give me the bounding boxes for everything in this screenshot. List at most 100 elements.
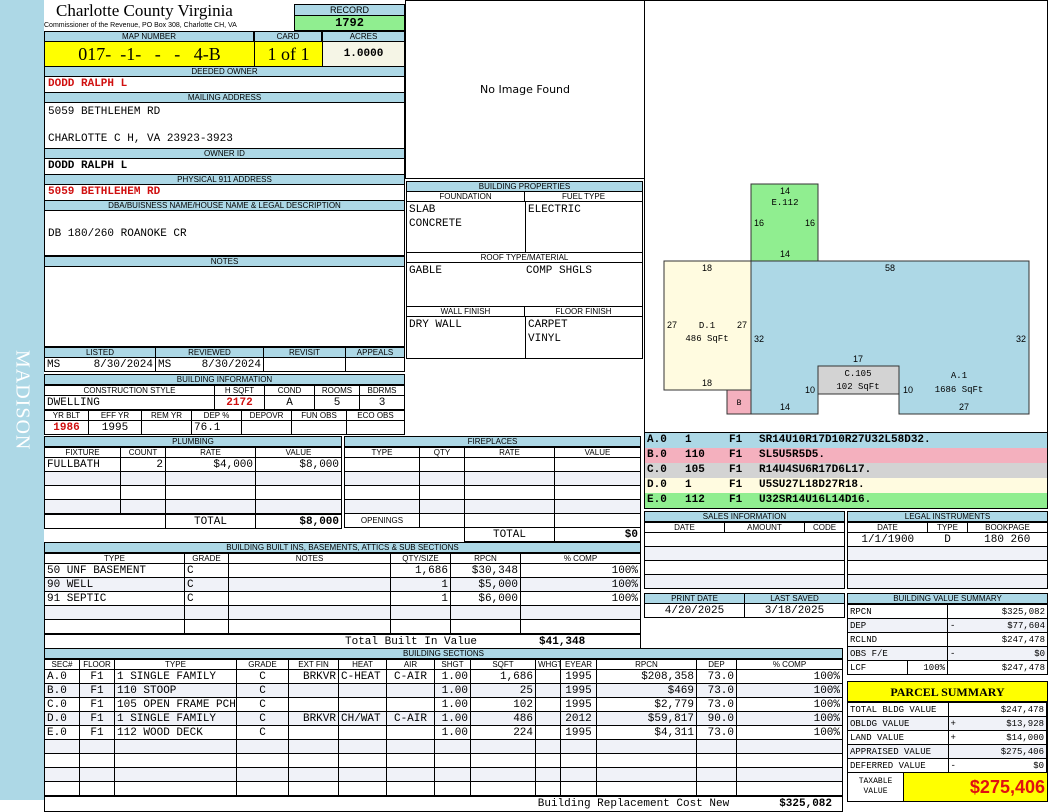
table-cell [535, 711, 561, 726]
card-number: 1 of 1 [255, 42, 323, 67]
table-cell [114, 739, 237, 754]
table-cell [596, 739, 697, 754]
table-cell [520, 619, 641, 634]
table-cell: C [236, 697, 289, 712]
table-cell: OBLDG VALUE [848, 716, 949, 731]
table-row: LCF 100% $247,478 [847, 660, 1048, 675]
notes-area [44, 267, 405, 347]
table-cell [184, 605, 229, 620]
table-cell: $6,000 [450, 591, 521, 606]
record-number: 1792 [294, 16, 405, 31]
table-cell: $0 [961, 646, 1048, 661]
svg-text:32: 32 [1016, 334, 1026, 344]
svg-text:D.1: D.1 [699, 321, 715, 331]
table-cell: 102 [470, 697, 536, 712]
column-header: EXT FIN [288, 659, 339, 670]
legal-description: DB 180/260 ROANOKE CR [48, 228, 187, 240]
table-cell [236, 781, 289, 796]
table-cell: $30,348 [450, 563, 521, 578]
dba-section: DBA/BUISNESS NAME/HOUSE NAME & LEGAL DES… [44, 200, 405, 347]
table-cell: F1 [79, 711, 115, 726]
table-cell [288, 753, 339, 768]
table-cell [120, 471, 166, 486]
table-cell: RCLND [846, 632, 949, 647]
table-cell [184, 619, 229, 634]
table-cell: TOTAL BLDG VALUE [848, 702, 949, 717]
table-cell: 1.00 [434, 711, 471, 726]
table-cell: 1 SINGLE FAMILY [114, 711, 237, 726]
mailing-line-2: CHARLOTTE C H, VA 23923-3923 [48, 133, 233, 145]
building-information: BUILDING INFORMATION CONSTRUCTION STYLE H… [44, 374, 405, 435]
sketch-legend-row: A.0 1 F1 SR14U10R17D10R27U32L58D32. [645, 433, 1047, 448]
table-cell [434, 739, 471, 754]
table-cell: 1 SINGLE FAMILY [114, 669, 237, 684]
table-cell: 1.00 [434, 669, 471, 684]
map-row: MAP NUMBER CARD ACRES 017- -1- - - 4-B 1… [44, 31, 405, 68]
table-row: OBLDG VALUE + $13,928 [848, 716, 1047, 731]
table-row: DEFERRED VALUE - $0 [848, 758, 1047, 773]
table-cell: D.0 [44, 711, 80, 726]
table-cell: 90.0 [696, 711, 737, 726]
table-cell [470, 767, 536, 782]
table-cell [255, 485, 342, 500]
sketch-section-b [726, 389, 752, 415]
table-cell [44, 499, 121, 514]
table-cell [560, 753, 597, 768]
table-cell: 1995 [560, 725, 597, 740]
property-image: No Image Found [405, 0, 645, 179]
table-cell [44, 485, 121, 500]
table-row [44, 619, 641, 634]
table-cell [736, 739, 843, 754]
table-cell: 90 WELL [44, 577, 185, 592]
table-cell [947, 660, 962, 675]
table-cell: $4,311 [596, 725, 697, 740]
table-cell [79, 767, 115, 782]
table-cell: C.0 [44, 697, 80, 712]
sketch-section-c [817, 365, 900, 395]
table-cell [386, 739, 435, 754]
table-cell: - [947, 758, 962, 773]
table-cell [947, 702, 962, 717]
table-cell: 100% [906, 660, 949, 675]
county-title: Charlotte County Virginia [56, 1, 233, 20]
table-row: 91 SEPTIC C 1 $6,000 100% [44, 591, 641, 606]
table-cell: 50 UNF BASEMENT [44, 563, 185, 578]
table-cell [736, 767, 843, 782]
table-cell [228, 619, 391, 634]
table-cell: $14,000 [962, 730, 1047, 745]
fireplaces-total: $0 [554, 527, 641, 542]
plumbing-table: PLUMBING FIXTURE COUNT RATE VALUE FULLBATH 2… [44, 436, 342, 529]
table-cell: 73.0 [696, 669, 737, 684]
table-cell [165, 499, 256, 514]
table-cell: BRKVR [288, 711, 339, 726]
table-cell: C [236, 669, 289, 684]
svg-text:18: 18 [702, 263, 712, 273]
building-sections-table: BUILDING SECTIONS SEC# FLOOR TYPE GRADE EXT … [44, 648, 843, 812]
table-cell: E.0 [44, 725, 80, 740]
record-box: RECORD 1792 [294, 4, 405, 31]
table-cell: 100% [736, 683, 843, 698]
sketch-legend: A.0 1 F1 SR14U10R17D10R27U32L58D32. B.0 110 F1… [644, 433, 1048, 509]
year-built: 1986 [44, 420, 89, 435]
table-cell: C [184, 577, 229, 592]
plumbing-total: $8,000 [255, 514, 342, 529]
svg-text:14: 14 [780, 186, 790, 196]
table-row: RPCN $325,082 [846, 604, 1048, 619]
sketch-drawing: E.112 D.1 486 SqFt C.105 102 SqFt A.1 16… [663, 183, 1030, 415]
column-header: FLOOR [79, 659, 115, 670]
table-cell [386, 753, 435, 768]
column-header: AIR [386, 659, 435, 670]
table-cell [535, 781, 561, 796]
svg-text:32: 32 [754, 334, 764, 344]
table-cell [470, 739, 536, 754]
table-cell: $2,779 [596, 697, 697, 712]
table-cell [470, 781, 536, 796]
table-row [44, 753, 843, 768]
table-cell [386, 767, 435, 782]
table-cell [947, 604, 962, 619]
table-cell [596, 753, 697, 768]
table-cell: 1995 [560, 697, 597, 712]
table-cell [338, 683, 387, 698]
table-row: 50 UNF BASEMENT C 1,686 $30,348 100% [44, 563, 641, 578]
built-in-total: $41,348 [539, 635, 586, 648]
